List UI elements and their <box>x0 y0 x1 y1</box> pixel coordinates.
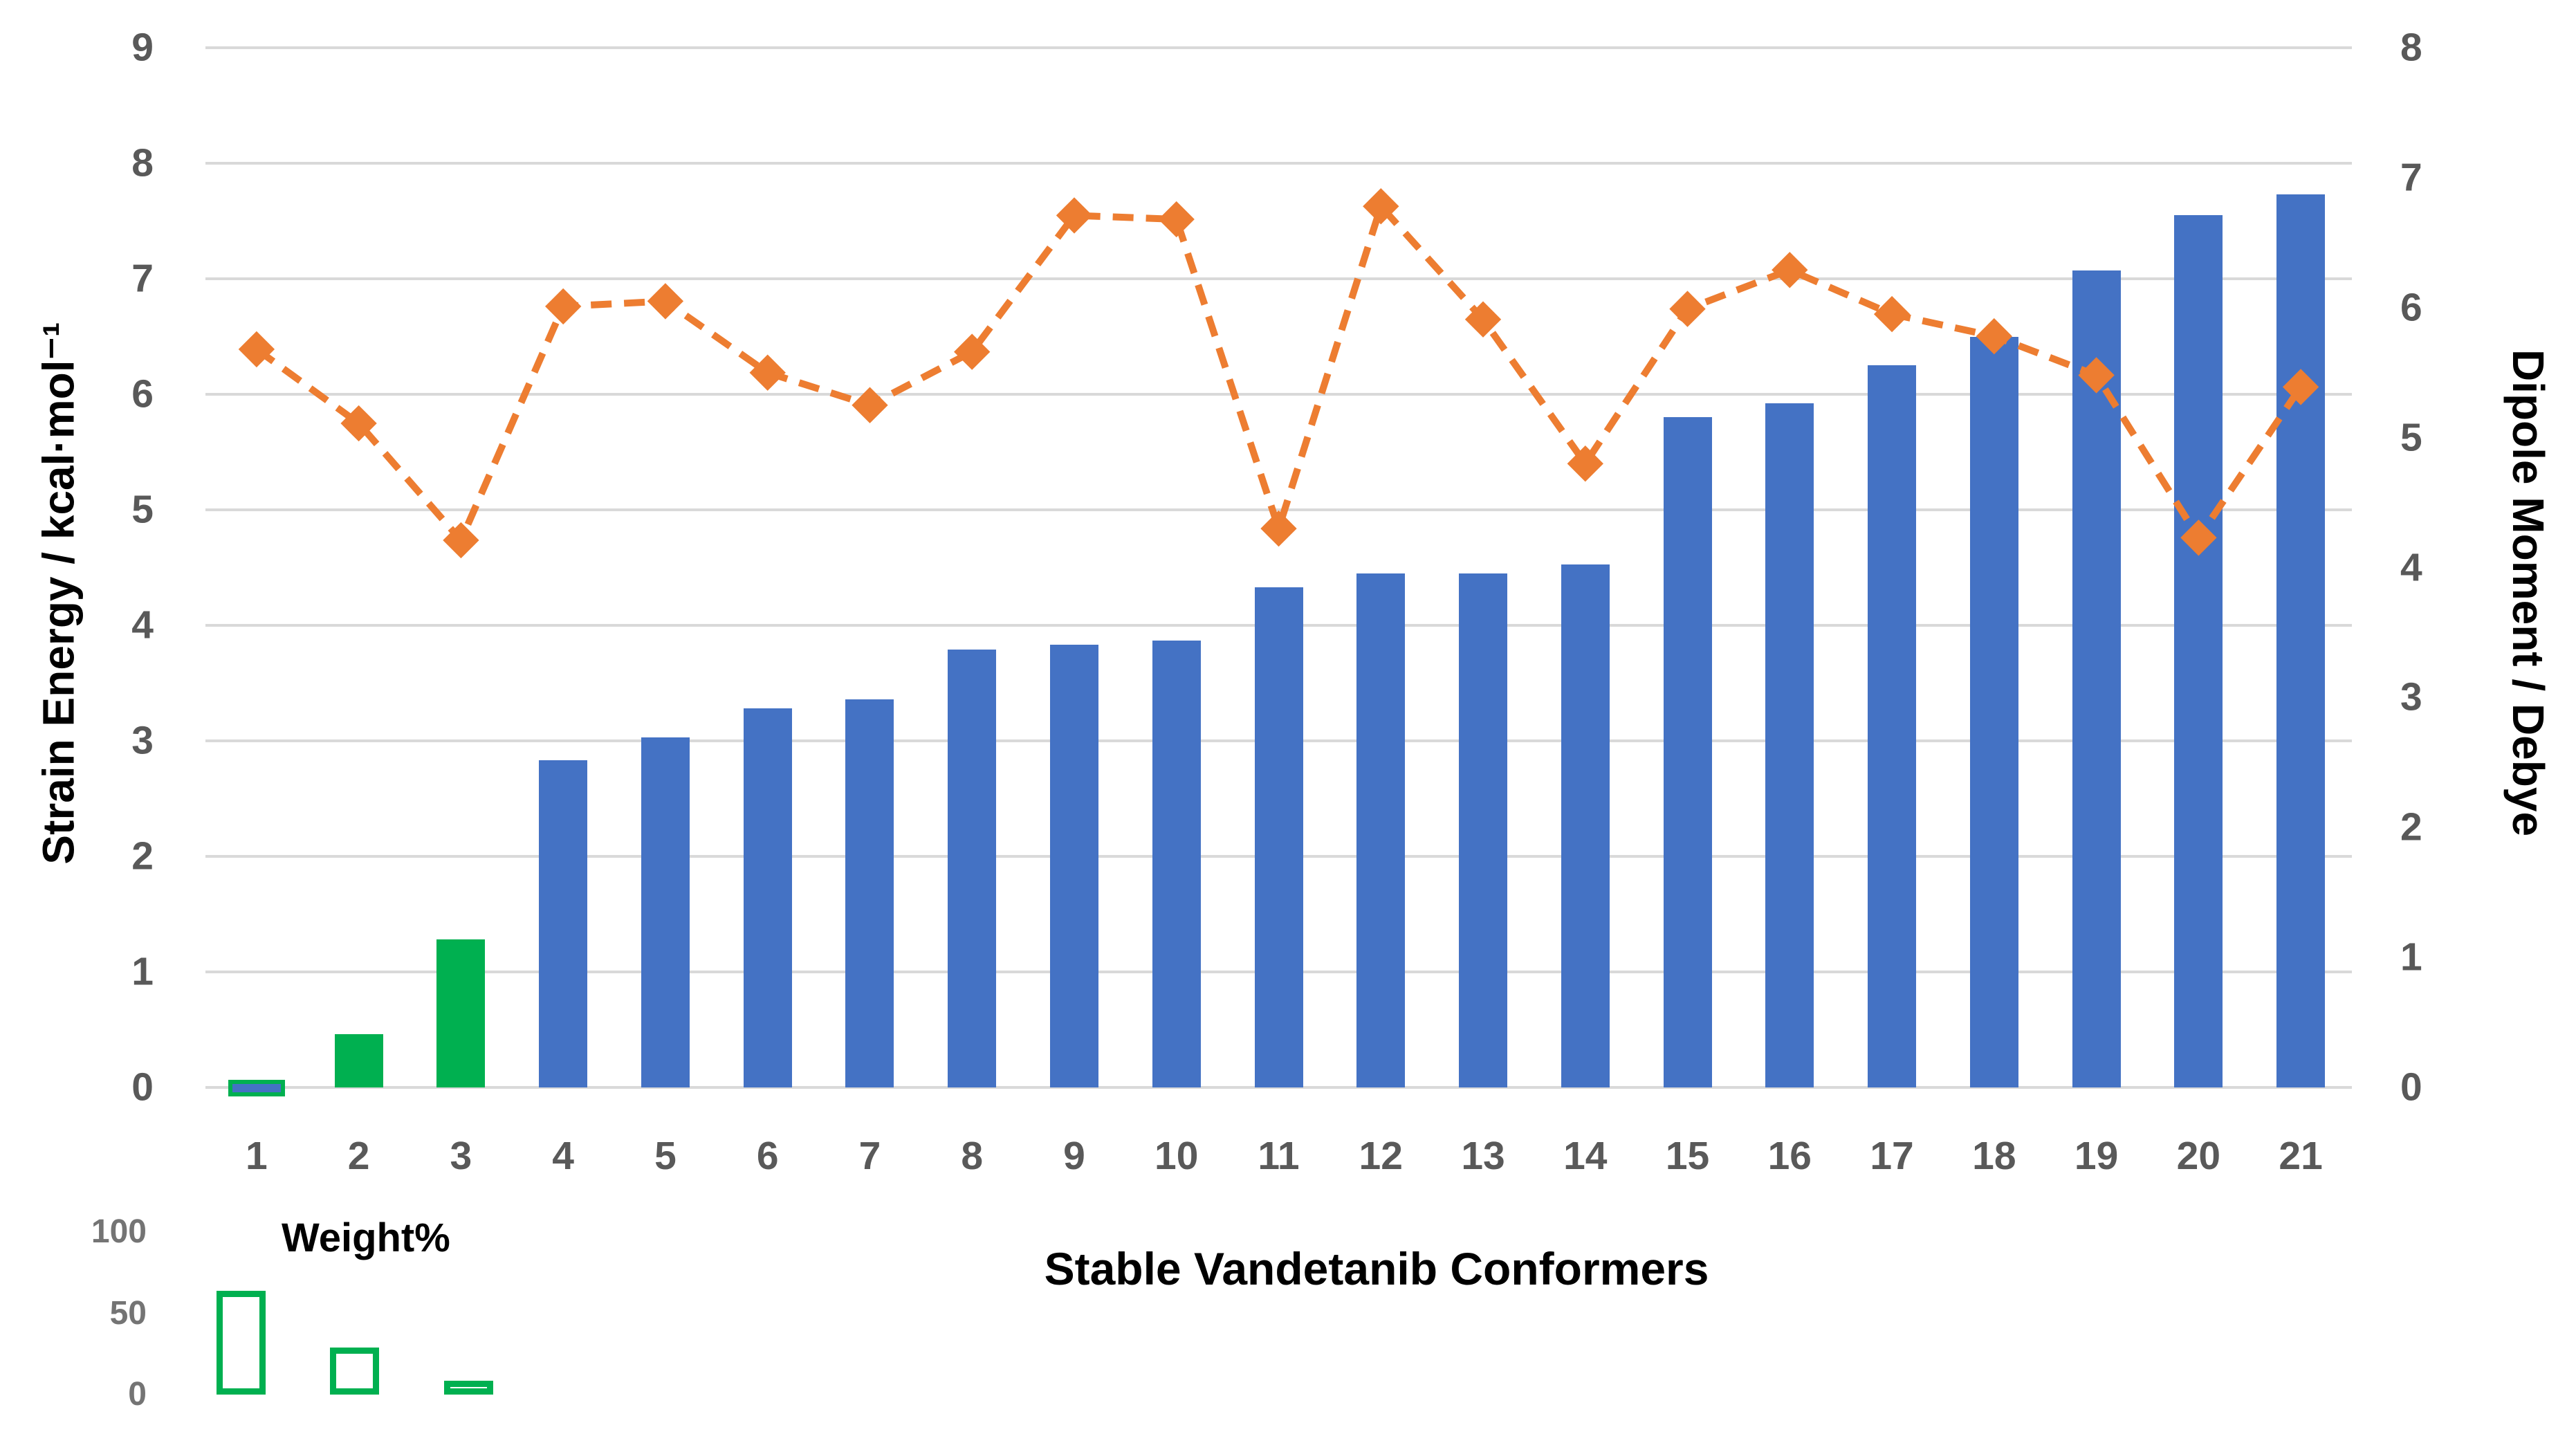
dipole-marker-conformer-11 <box>1260 510 1297 547</box>
dipole-marker-conformer-7 <box>852 387 888 423</box>
dipole-marker-conformer-15 <box>1669 291 1706 327</box>
dipole-moment-line-layer <box>238 188 2319 559</box>
x-axis-tick-11: 11 <box>1258 1134 1300 1178</box>
strain-bar-conformer-21 <box>2276 194 2326 1087</box>
right-axis-tick-8: 8 <box>2400 25 2422 70</box>
inset-axis-tick-100: 100 <box>91 1213 147 1250</box>
right-axis-tick-5: 5 <box>2400 415 2422 460</box>
weight-bar-conformer-1 <box>217 1290 266 1395</box>
dipole-marker-conformer-12 <box>1363 188 1399 225</box>
right-axis-tick-7: 7 <box>2400 155 2422 200</box>
strain-bar-conformer-9 <box>1049 645 1098 1087</box>
strain-bar-conformer-2 <box>334 1034 383 1087</box>
x-axis-tick-7: 7 <box>858 1134 881 1178</box>
strain-bar-conformer-17 <box>1868 365 1917 1087</box>
strain-bar-conformer-1 <box>228 1079 285 1096</box>
x-axis-tick-9: 9 <box>1063 1134 1085 1178</box>
x-axis-tick-10: 10 <box>1154 1134 1199 1178</box>
strain-bar-conformer-20 <box>2174 215 2223 1087</box>
x-axis-tick-19: 19 <box>2074 1134 2119 1178</box>
x-axis-tick-18: 18 <box>1972 1134 2016 1178</box>
x-axis-tick-8: 8 <box>961 1134 984 1178</box>
gridline <box>205 277 2352 280</box>
dipole-marker-conformer-8 <box>954 333 991 370</box>
strain-bar-conformer-15 <box>1663 417 1712 1087</box>
x-axis-tick-14: 14 <box>1563 1134 1608 1178</box>
strain-bar-conformer-7 <box>845 699 894 1087</box>
x-axis-tick-13: 13 <box>1461 1134 1505 1178</box>
right-axis-tick-3: 3 <box>2400 674 2422 719</box>
dipole-marker-conformer-10 <box>1158 201 1195 238</box>
strain-bar-conformer-16 <box>1765 403 1814 1087</box>
x-axis-tick-3: 3 <box>450 1134 472 1178</box>
dipole-marker-conformer-4 <box>545 288 582 325</box>
plot-area <box>205 46 2352 1096</box>
x-axis-tick-1: 1 <box>246 1134 268 1178</box>
strain-bar-conformer-13 <box>1459 573 1508 1087</box>
dipole-line <box>254 199 2304 547</box>
dipole-marker-conformer-20 <box>2180 520 2217 556</box>
left-axis-title: Strain Energy / kcal·mol⁻¹ <box>33 322 84 865</box>
right-axis-tick-2: 2 <box>2400 805 2422 849</box>
strain-bar-conformer-10 <box>1152 640 1201 1087</box>
left-axis-tick-5: 5 <box>131 487 154 532</box>
strain-bar-conformer-11 <box>1254 587 1303 1087</box>
dipole-marker-conformer-16 <box>1772 252 1808 288</box>
weight-bar-conformer-2 <box>330 1347 379 1395</box>
dipole-marker-conformer-5 <box>647 283 684 320</box>
left-axis-tick-2: 2 <box>131 834 154 879</box>
x-axis-tick-20: 20 <box>2176 1134 2221 1178</box>
right-axis-tick-4: 4 <box>2400 545 2422 589</box>
gridline <box>205 162 2352 165</box>
dipole-marker-conformer-3 <box>443 522 479 559</box>
x-axis-tick-5: 5 <box>654 1134 677 1178</box>
left-axis-tick-7: 7 <box>131 256 154 301</box>
x-axis-tick-12: 12 <box>1359 1134 1403 1178</box>
right-axis-tick-6: 6 <box>2400 285 2422 330</box>
x-axis-tick-21: 21 <box>2279 1134 2323 1178</box>
left-axis-tick-9: 9 <box>131 25 154 70</box>
x-axis-title: Stable Vandetanib Conformers <box>1044 1243 1709 1294</box>
left-axis-tick-0: 0 <box>131 1065 154 1110</box>
x-axis-tick-4: 4 <box>552 1134 575 1178</box>
left-axis-tick-4: 4 <box>131 603 154 647</box>
x-axis-tick-16: 16 <box>1767 1134 1812 1178</box>
x-axis-tick-15: 15 <box>1665 1134 1710 1178</box>
weight-bar-conformer-3 <box>444 1381 493 1395</box>
strain-bar-conformer-3 <box>436 939 486 1087</box>
left-axis-tick-1: 1 <box>131 949 154 994</box>
strain-bar-conformer-18 <box>1969 336 2018 1087</box>
strain-bar-conformer-5 <box>641 737 690 1087</box>
strain-bar-conformer-8 <box>948 650 997 1087</box>
strain-bar-conformer-6 <box>743 708 792 1087</box>
left-axis-tick-8: 8 <box>131 140 154 185</box>
inset-title: Weight% <box>282 1215 450 1260</box>
inset-axis-tick-0: 0 <box>128 1376 147 1413</box>
right-axis-title: Dipole Moment / Debye <box>2503 349 2553 837</box>
dipole-marker-conformer-9 <box>1056 197 1093 234</box>
x-axis-tick-6: 6 <box>756 1134 779 1178</box>
left-axis-tick-6: 6 <box>131 371 154 416</box>
dipole-marker-conformer-18 <box>1976 318 2012 355</box>
dipole-marker-conformer-19 <box>2078 357 2115 394</box>
gridline <box>205 1086 2352 1089</box>
gridline <box>205 46 2352 49</box>
gridline <box>205 508 2352 511</box>
strain-bar-conformer-12 <box>1356 573 1406 1087</box>
right-axis-tick-0: 0 <box>2400 1065 2422 1110</box>
left-axis-tick-3: 3 <box>131 718 154 763</box>
x-axis-tick-2: 2 <box>347 1134 370 1178</box>
inset-axis-tick-50: 50 <box>109 1294 147 1332</box>
x-axis-tick-17: 17 <box>1870 1134 1914 1178</box>
dipole-marker-conformer-17 <box>1873 295 1911 333</box>
strain-bar-conformer-14 <box>1561 564 1610 1087</box>
strain-bar-conformer-4 <box>539 760 588 1087</box>
right-axis-tick-1: 1 <box>2400 935 2422 980</box>
gridline <box>205 393 2352 396</box>
